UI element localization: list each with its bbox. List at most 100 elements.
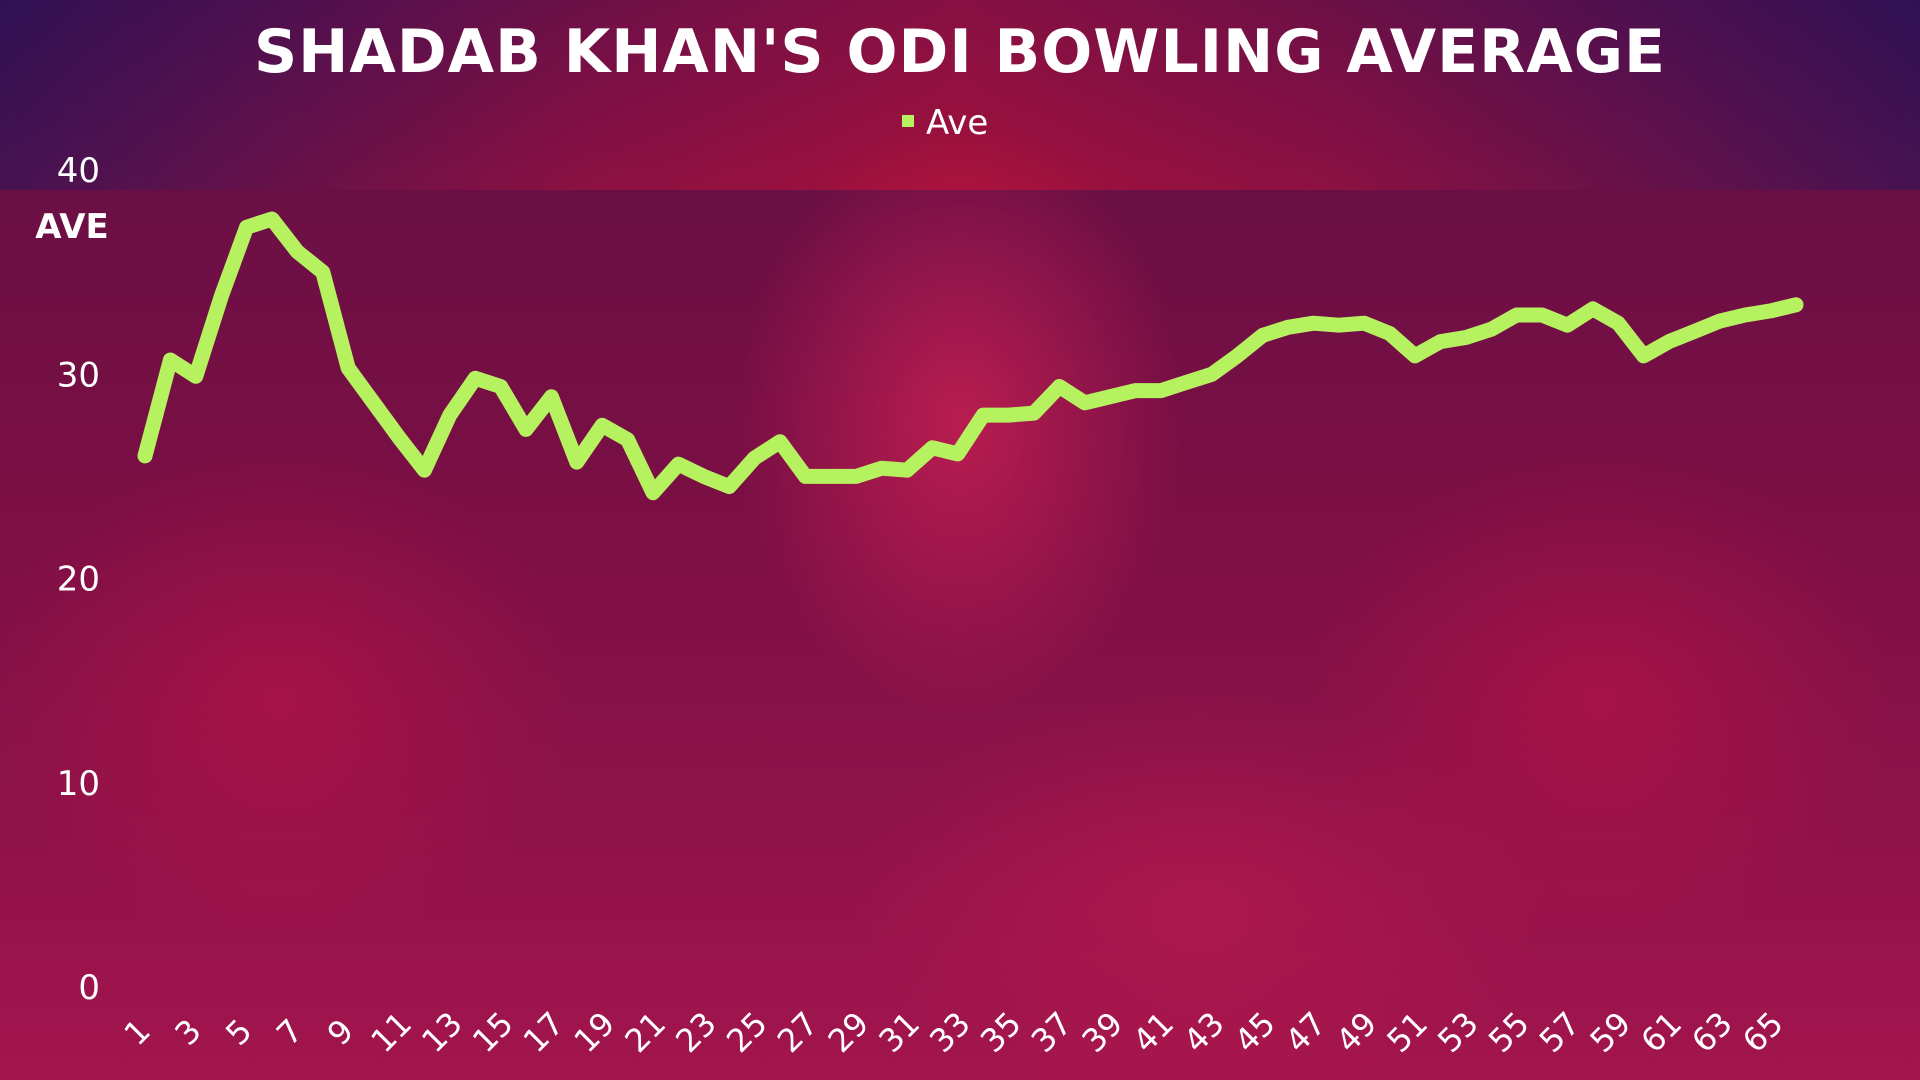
x-tick-label: 65: [1735, 1004, 1791, 1060]
data-point: [671, 457, 685, 471]
y-tick-label: 10: [57, 764, 100, 804]
data-point: [1433, 335, 1447, 349]
data-point: [1586, 302, 1600, 316]
data-point: [1052, 380, 1066, 394]
data-point: [646, 486, 660, 500]
data-point: [1459, 331, 1473, 345]
chart-title: SHADAB KHAN'S ODI BOWLING AVERAGE: [254, 17, 1666, 87]
x-tick-label: 15: [465, 1004, 521, 1060]
data-point: [1789, 298, 1803, 312]
x-tick-label: 53: [1430, 1004, 1486, 1060]
data-point: [900, 463, 914, 477]
x-tick-label: 11: [363, 1004, 419, 1060]
x-tick-label: 41: [1125, 1004, 1181, 1060]
data-point: [214, 290, 228, 304]
data-point: [1281, 320, 1295, 334]
legend: Ave: [902, 103, 988, 143]
x-tick-label: 39: [1075, 1004, 1131, 1060]
data-point: [240, 220, 254, 234]
y-axis-label: AVE: [35, 207, 109, 247]
data-point: [1332, 318, 1346, 332]
x-tick-label: 23: [668, 1004, 724, 1060]
y-axis-ticks: 0 10 20 30 40: [57, 151, 100, 1008]
data-point: [1408, 349, 1422, 363]
data-point: [697, 469, 711, 483]
x-tick-label: 7: [269, 1012, 310, 1053]
x-tick-label: 13: [414, 1004, 470, 1060]
data-point: [951, 447, 965, 461]
data-point: [1687, 324, 1701, 338]
x-tick-label: 1: [117, 1012, 158, 1053]
x-tick-label: 9: [320, 1012, 361, 1053]
y-tick-label: 30: [57, 355, 100, 395]
data-point: [773, 435, 787, 449]
x-tick-label: 3: [167, 1012, 208, 1053]
data-point: [189, 369, 203, 383]
x-tick-label: 35: [973, 1004, 1029, 1060]
data-point: [1535, 308, 1549, 322]
data-point: [544, 390, 558, 404]
x-tick-label: 47: [1278, 1004, 1334, 1060]
legend-label: Ave: [926, 103, 988, 143]
data-point: [621, 433, 635, 447]
data-point: [494, 380, 508, 394]
x-tick-label: 55: [1481, 1004, 1537, 1060]
data-point: [367, 396, 381, 410]
series-ave: [137, 211, 1804, 501]
data-point: [798, 469, 812, 483]
data-point: [1764, 304, 1778, 318]
data-point: [392, 431, 406, 445]
x-tick-label: 51: [1379, 1004, 1435, 1060]
data-point: [722, 480, 736, 494]
data-point: [976, 408, 990, 422]
data-point: [519, 422, 533, 436]
data-point: [1154, 384, 1168, 398]
data-point: [1103, 390, 1117, 404]
x-tick-label: 21: [617, 1004, 673, 1060]
data-point: [138, 449, 152, 463]
data-point: [1306, 316, 1320, 330]
data-point: [1357, 316, 1371, 330]
x-axis-ticks: 1 3 5 7 9 11131517192123252729313335373941434…: [117, 1004, 1791, 1060]
data-point: [1256, 328, 1270, 342]
data-point: [1129, 384, 1143, 398]
x-tick-label: 33: [922, 1004, 978, 1060]
data-point: [163, 353, 177, 367]
data-point: [316, 265, 330, 279]
data-point: [1510, 308, 1524, 322]
y-tick-label: 40: [57, 151, 100, 191]
x-tick-label: 19: [567, 1004, 623, 1060]
x-tick-label: 5: [218, 1012, 259, 1053]
data-point: [1713, 314, 1727, 328]
data-point: [925, 441, 939, 455]
data-point: [417, 463, 431, 477]
data-point: [570, 455, 584, 469]
data-point: [443, 408, 457, 422]
data-point: [875, 461, 889, 475]
x-tick-label: 27: [770, 1004, 826, 1060]
data-point: [1230, 349, 1244, 363]
data-point: [824, 469, 838, 483]
x-tick-label: 61: [1633, 1004, 1689, 1060]
x-tick-label: 37: [1024, 1004, 1080, 1060]
x-tick-label: 59: [1583, 1004, 1639, 1060]
data-point: [748, 451, 762, 465]
data-point: [595, 418, 609, 432]
x-tick-label: 31: [871, 1004, 927, 1060]
data-point: [1383, 326, 1397, 340]
data-point: [1560, 318, 1574, 332]
x-tick-label: 17: [516, 1004, 572, 1060]
x-tick-label: 63: [1684, 1004, 1740, 1060]
data-point: [341, 361, 355, 375]
data-point: [1637, 349, 1651, 363]
data-point: [1002, 408, 1016, 422]
data-point: [1738, 308, 1752, 322]
y-tick-label: 0: [78, 968, 100, 1008]
data-point: [1179, 375, 1193, 389]
x-tick-label: 25: [719, 1004, 775, 1060]
data-point: [265, 212, 279, 226]
data-point: [1027, 406, 1041, 420]
